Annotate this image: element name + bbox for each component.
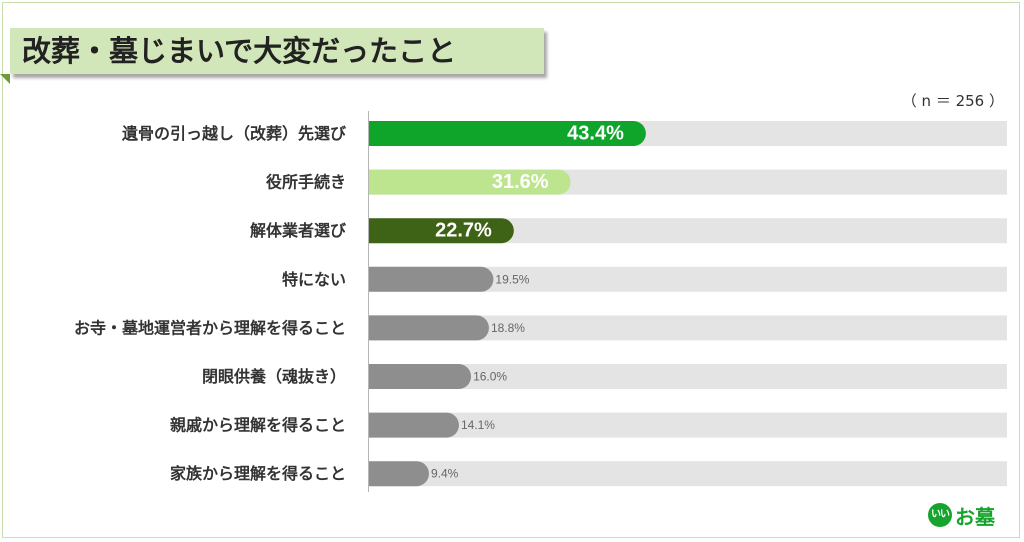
data-label: 9.4% [431,467,459,481]
bar [369,461,429,487]
category-label: 遺骨の引っ越し（改葬）先選び [122,124,347,143]
title-banner: 改葬・墓じまいで大変だったこと [10,28,544,74]
data-label: 31.6% [492,171,549,193]
bar [369,169,571,195]
logo-text: お墓 [955,504,995,529]
chart-title: 改葬・墓じまいで大変だったこと [22,34,457,68]
data-label: 19.5% [495,272,529,286]
data-label: 18.8% [491,321,525,335]
bar-track [369,412,1007,438]
bar-track [369,364,1007,389]
category-label: 親戚から理解を得ること [170,416,346,435]
category-label: 解体業者選び [250,221,347,240]
data-label: 16.0% [473,370,507,384]
logo-icon: いい [928,503,952,527]
category-label: お寺・墓地運営者から理解を得ること [74,318,346,337]
bar-track [369,461,1007,487]
brand-logo: いい お墓 [928,503,995,529]
bar [369,315,489,341]
bar [369,364,472,389]
bar [369,218,514,244]
bar [369,412,459,438]
sample-size-note: （ n ＝ 256 ） [901,92,1004,110]
data-label: 22.7% [435,220,492,242]
data-label: 43.4% [567,123,624,145]
category-label: 役所手続き [266,173,346,192]
category-label: 閉眼供養（魂抜き） [202,367,346,386]
category-label: 家族から理解を得ること [170,464,346,483]
data-label: 14.1% [461,418,495,432]
title-banner-tab [0,74,10,84]
bar [369,121,646,146]
bar [369,266,494,292]
category-label: 特にない [282,270,346,289]
